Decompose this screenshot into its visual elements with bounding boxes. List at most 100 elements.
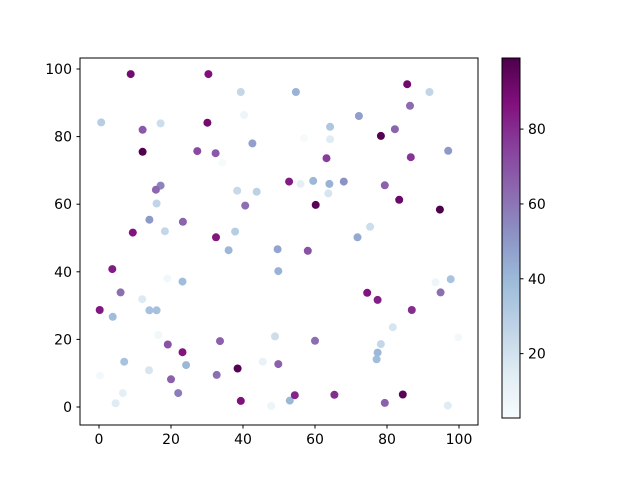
x-tick-label: 60 [306,432,324,448]
scatter-point [160,227,169,236]
scatter-point [274,360,283,369]
scatter-point [325,179,334,188]
x-tick-label: 80 [378,432,396,448]
scatter-point [395,195,404,204]
scatter-point [324,189,333,198]
scatter-point [138,125,147,134]
scatter-point [311,336,319,345]
scatter-point [403,80,412,89]
scatter-point [406,153,415,162]
scatter-point [154,331,163,339]
scatter-point [211,149,220,158]
scatter-point [407,306,416,314]
scatter-point [285,396,294,405]
colorbar-tick-label: 20 [528,347,546,363]
x-tick-label: 40 [234,432,252,448]
scatter-point [152,306,161,315]
x-tick-label: 20 [162,432,180,448]
scatter-point [216,337,224,346]
scatter-point [431,278,440,287]
scatter-point [446,275,455,284]
scatter-point [291,88,300,96]
scatter-point [156,119,165,128]
scatter-point [138,295,147,304]
scatter-point [111,399,120,408]
scatter-point [236,88,245,96]
scatter-point [240,111,249,119]
scatter-point [322,154,331,163]
scatter-point [108,265,117,274]
scatter-point [271,332,279,341]
scatter-point [435,205,444,214]
scatter-point [436,288,445,297]
scatter-point [118,389,127,398]
colorbar-border [501,57,521,419]
scatter-point [204,70,213,79]
scatter-point [212,233,220,242]
scatter-point [128,228,137,237]
scatter-point [273,245,282,254]
scatter-point [363,288,372,297]
scatter-point [97,118,106,127]
scatter-point [303,246,312,255]
colorbar-tick-label: 60 [528,197,546,213]
scatter-point [339,177,348,186]
scatter-point [178,217,187,226]
x-tick-label: 0 [95,432,104,448]
scatter-point [145,366,153,375]
scatter-point [248,139,257,148]
scatter-point [366,222,375,231]
scatter-point [108,312,117,321]
scatter-point [174,389,183,398]
scatter-point [398,390,407,399]
scatter-point [443,401,452,410]
scatter-point [236,396,245,405]
scatter-point [388,323,397,332]
colorbar-tick-label: 40 [528,272,546,288]
scatter-point [376,131,385,140]
scatter-point [231,227,240,236]
scatter-point [300,134,309,143]
scatter-point [116,288,125,297]
x-tick-label: 100 [446,432,473,448]
scatter-point [380,181,389,190]
scatter-point [258,357,267,366]
scatter-point [95,306,104,314]
scatter-point [167,375,175,384]
scatter-point [178,348,187,357]
scatter-point [145,215,154,224]
scatter-point [296,179,305,188]
plot-area-border [79,57,479,426]
scatter-point [373,295,382,304]
scatter-point [376,340,385,349]
scatter-point [178,277,187,286]
scatter-point [372,355,381,364]
scatter-point [193,147,202,156]
scatter-point [203,118,212,127]
scatter-point [212,370,221,379]
y-tick-label: 0 [63,400,72,416]
scatter-point [406,101,414,110]
scatter-point [267,402,276,410]
scatter-point [380,398,389,407]
scatter-point [96,371,105,380]
colorbar-tick-label: 80 [528,122,546,138]
scatter-point [241,201,250,210]
scatter-point [354,112,363,120]
scatter-point [326,135,335,144]
scatter-point [224,246,233,255]
scatter-point [274,267,283,276]
y-tick-label: 80 [54,130,72,146]
scatter-point [326,122,335,131]
scatter-point [444,146,453,155]
scatter-point [425,88,434,96]
scatter-point [138,147,147,156]
scatter-point [290,391,299,400]
scatter-point [163,340,172,349]
scatter-point [233,186,242,195]
scatter-point [233,364,242,373]
scatter-point [152,199,161,208]
